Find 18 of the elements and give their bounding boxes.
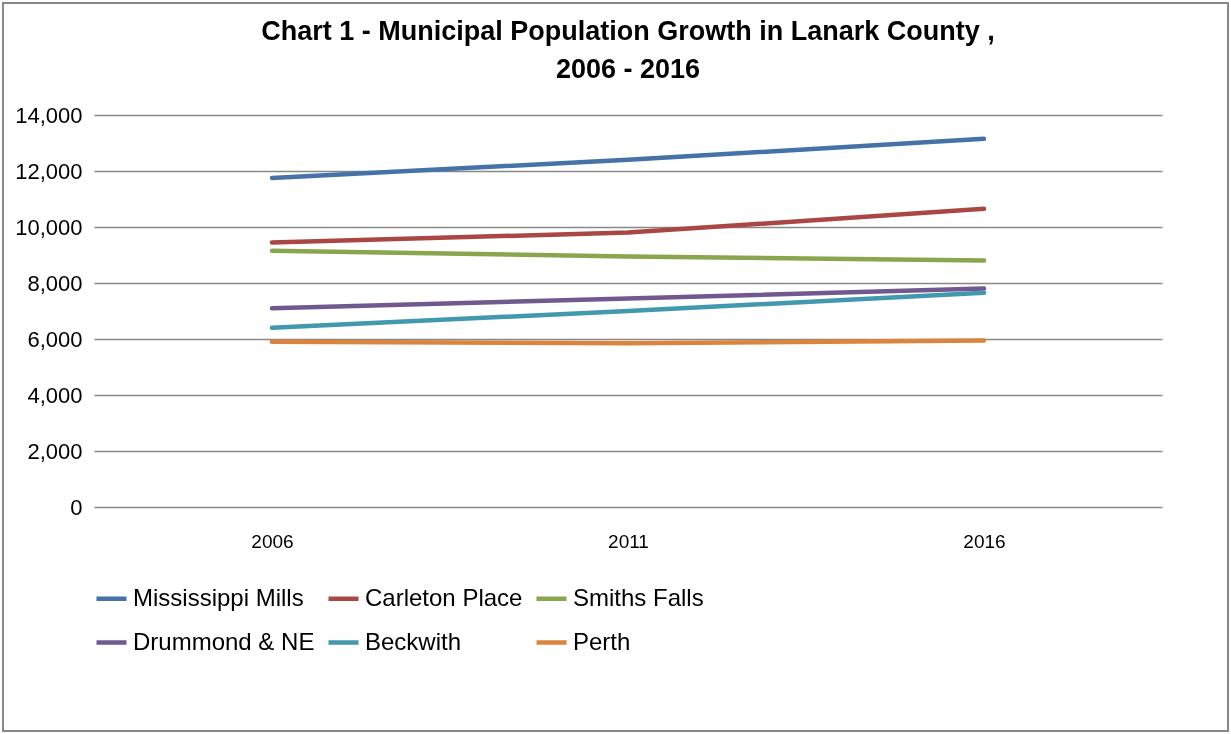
legend-label: Mississippi Mills — [133, 583, 304, 611]
y-tick-label: 4,000 — [27, 382, 83, 408]
y-tick-label: 10,000 — [15, 214, 83, 240]
legend-label: Drummond & NE — [133, 627, 315, 655]
y-tick-label: 14,000 — [15, 102, 83, 128]
y-tick-label: 8,000 — [27, 270, 83, 296]
legend-label: Beckwith — [365, 627, 462, 655]
legend-label: Perth — [573, 627, 631, 655]
y-tick-label: 12,000 — [15, 158, 83, 184]
y-tick-label: 0 — [70, 494, 83, 520]
x-tick-label: 2016 — [963, 530, 1006, 552]
legend-label: Carleton Place — [365, 583, 523, 611]
y-tick-label: 2,000 — [27, 438, 83, 464]
legend-label: Smiths Falls — [573, 583, 704, 611]
x-tick-label: 2006 — [251, 530, 294, 552]
chart-title: Chart 1 - Municipal Population Growth in Lanark County , 2006 - 2016 — [261, 16, 995, 84]
y-tick-label: 6,000 — [27, 326, 83, 352]
x-tick-label: 2011 — [608, 530, 649, 552]
